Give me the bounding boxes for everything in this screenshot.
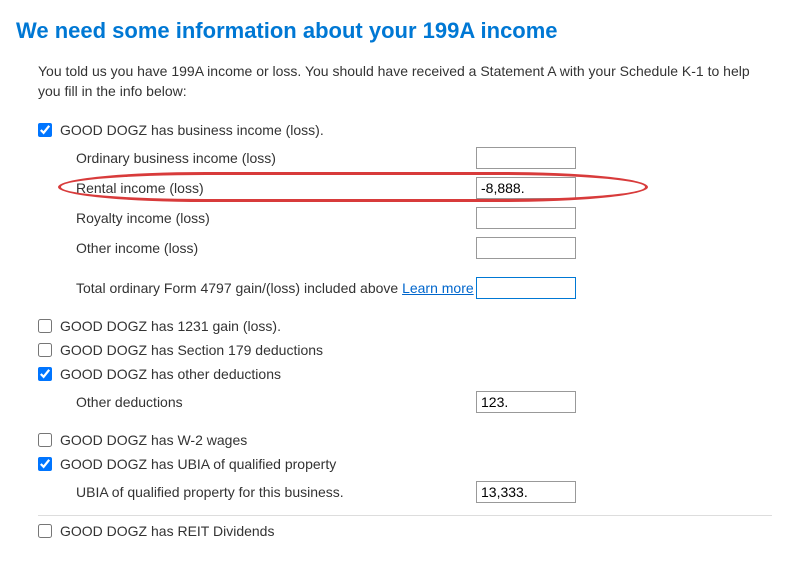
field-label-rental: Rental income (loss): [76, 176, 476, 200]
input-ubia[interactable]: [476, 481, 576, 503]
section-label: GOOD DOGZ has other deductions: [60, 366, 281, 382]
input-form4797[interactable]: [476, 277, 576, 299]
section-label: GOOD DOGZ has W-2 wages: [60, 432, 247, 448]
checkbox-w2-wages[interactable]: [38, 433, 52, 447]
input-other[interactable]: [476, 237, 576, 259]
intro-text: You told us you have 199A income or loss…: [38, 62, 758, 101]
checkbox-business-income[interactable]: [38, 123, 52, 137]
section-reit[interactable]: GOOD DOGZ has REIT Dividends: [38, 520, 772, 542]
field-row-rental: Rental income (loss): [76, 173, 772, 203]
input-royalty[interactable]: [476, 207, 576, 229]
input-ordinary[interactable]: [476, 147, 576, 169]
checkbox-section-179[interactable]: [38, 343, 52, 357]
field-row-form4797: Total ordinary Form 4797 gain/(loss) inc…: [76, 273, 772, 303]
section-label: GOOD DOGZ has Section 179 deductions: [60, 342, 323, 358]
section-179[interactable]: GOOD DOGZ has Section 179 deductions: [38, 339, 772, 361]
learn-more-link[interactable]: Learn more: [402, 280, 474, 296]
checkbox-other-deductions[interactable]: [38, 367, 52, 381]
field-row-royalty: Royalty income (loss): [76, 203, 772, 233]
checkbox-reit[interactable]: [38, 524, 52, 538]
section-business-income[interactable]: GOOD DOGZ has business income (loss).: [38, 119, 772, 141]
section-ubia[interactable]: GOOD DOGZ has UBIA of qualified property: [38, 453, 772, 475]
form4797-label-text: Total ordinary Form 4797 gain/(loss) inc…: [76, 280, 402, 296]
field-label-other: Other income (loss): [76, 236, 476, 260]
section-other-deductions[interactable]: GOOD DOGZ has other deductions: [38, 363, 772, 385]
checkbox-ubia[interactable]: [38, 457, 52, 471]
page-title: We need some information about your 199A…: [16, 18, 772, 44]
field-label-other-deductions: Other deductions: [76, 390, 476, 414]
section-label: GOOD DOGZ has 1231 gain (loss).: [60, 318, 281, 334]
section-label: GOOD DOGZ has UBIA of qualified property: [60, 456, 336, 472]
section-1231-gain[interactable]: GOOD DOGZ has 1231 gain (loss).: [38, 315, 772, 337]
divider: [38, 515, 772, 516]
field-label-ubia: UBIA of qualified property for this busi…: [76, 480, 476, 504]
field-row-other-deductions: Other deductions: [76, 387, 772, 417]
field-label-form4797: Total ordinary Form 4797 gain/(loss) inc…: [76, 276, 476, 300]
field-row-ordinary: Ordinary business income (loss): [76, 143, 772, 173]
checkbox-1231-gain[interactable]: [38, 319, 52, 333]
input-other-deductions[interactable]: [476, 391, 576, 413]
input-rental[interactable]: [476, 177, 576, 199]
section-label: GOOD DOGZ has REIT Dividends: [60, 523, 274, 539]
field-label-royalty: Royalty income (loss): [76, 206, 476, 230]
field-label-ordinary: Ordinary business income (loss): [76, 146, 476, 170]
field-row-ubia: UBIA of qualified property for this busi…: [76, 477, 772, 507]
field-row-other: Other income (loss): [76, 233, 772, 263]
section-label: GOOD DOGZ has business income (loss).: [60, 122, 324, 138]
section-w2-wages[interactable]: GOOD DOGZ has W-2 wages: [38, 429, 772, 451]
